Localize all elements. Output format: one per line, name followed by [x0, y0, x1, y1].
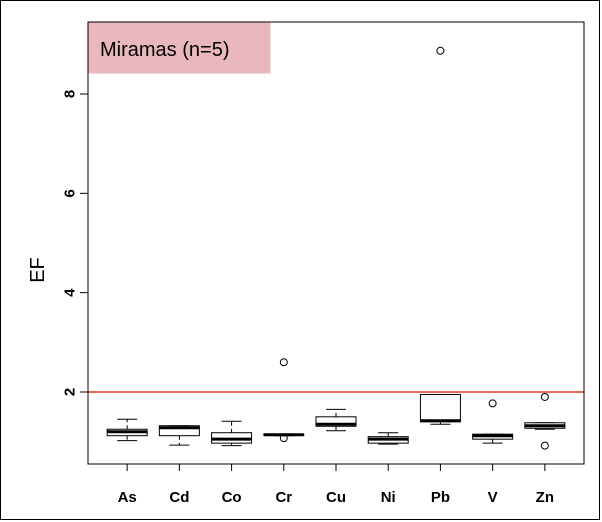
box-body	[419, 393, 461, 423]
label-box-text: Miramas (n=5)	[100, 39, 229, 61]
y-tick-label: 2	[62, 388, 79, 396]
x-tick-label: Cd	[169, 489, 189, 506]
outlier-point	[540, 441, 549, 450]
box-cd	[158, 425, 200, 446]
x-tick-label: Cr	[275, 489, 292, 506]
y-tick-label: 4	[62, 288, 79, 297]
box-v	[472, 399, 514, 444]
y-tick-label: 6	[62, 189, 79, 197]
x-tick-label: As	[118, 489, 137, 506]
y-tick-label: 8	[62, 90, 79, 98]
x-tick-label: Pb	[431, 489, 450, 506]
box-cr	[263, 358, 305, 443]
x-tick-label: Co	[222, 489, 242, 506]
box-ni	[367, 432, 409, 445]
boxes-layer	[106, 46, 566, 450]
x-tick-label: V	[488, 489, 498, 506]
x-tick-label: Ni	[381, 489, 396, 506]
outlier-point	[279, 358, 288, 367]
y-axis: 2 4 6 8	[62, 90, 88, 396]
y-axis-title: EF	[27, 257, 49, 283]
outlier-point	[540, 392, 549, 401]
box-body	[315, 416, 357, 427]
x-tick-label: Zn	[536, 489, 554, 506]
box-co	[211, 420, 253, 447]
box-as	[106, 418, 148, 442]
label-box-background	[88, 22, 271, 74]
x-tick-label: Cu	[326, 489, 346, 506]
plot-area-border	[87, 21, 585, 465]
box-body	[158, 425, 200, 437]
box-cu	[315, 408, 357, 432]
outlier-point	[279, 434, 288, 443]
label-box: Miramas (n=5)	[88, 22, 271, 74]
outlier-point	[436, 46, 445, 55]
x-axis: As Cd Co Cr Cu Ni Pb V Zn	[118, 464, 554, 506]
box-zn	[524, 392, 566, 450]
outlier-point	[488, 399, 497, 408]
box-pb	[419, 46, 461, 425]
